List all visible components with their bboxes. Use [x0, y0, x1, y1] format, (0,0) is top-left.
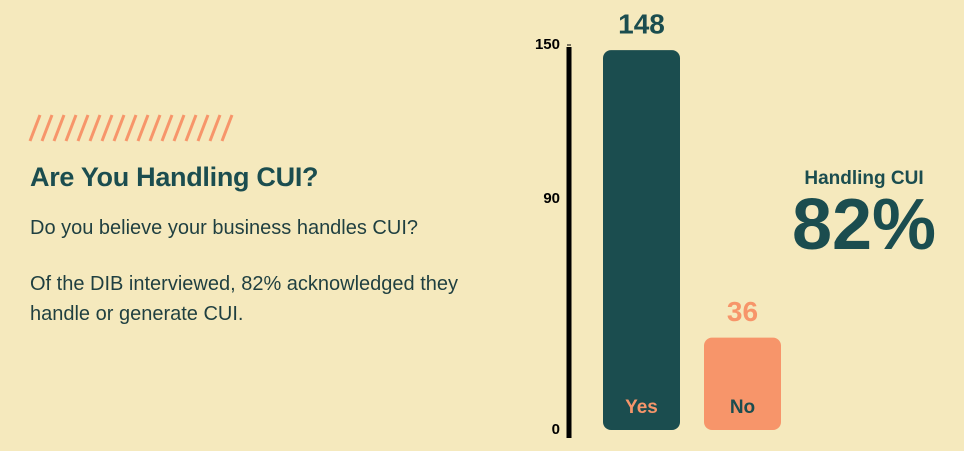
bar — [603, 50, 680, 431]
callout-label: Handling CUI — [804, 168, 923, 189]
category-label: Yes — [625, 397, 658, 418]
y-tick-label: 0 — [552, 421, 560, 438]
text-block: Are You Handling CUI? Do you believe you… — [30, 112, 480, 355]
y-tick-label: 150 — [535, 36, 560, 53]
value-label: 148 — [618, 9, 665, 40]
body: Of the DIB interviewed, 82% acknowledged… — [30, 273, 459, 325]
y-tick-label: 90 — [543, 190, 560, 207]
stripes — [28, 114, 234, 142]
bar — [704, 337, 781, 430]
callout-value: 82% — [792, 185, 936, 265]
value-label: 36 — [727, 296, 758, 327]
heading: Are You Handling CUI? — [30, 162, 319, 192]
category-label: No — [730, 397, 755, 418]
question: Do you believe your business handles CUI… — [30, 217, 418, 239]
